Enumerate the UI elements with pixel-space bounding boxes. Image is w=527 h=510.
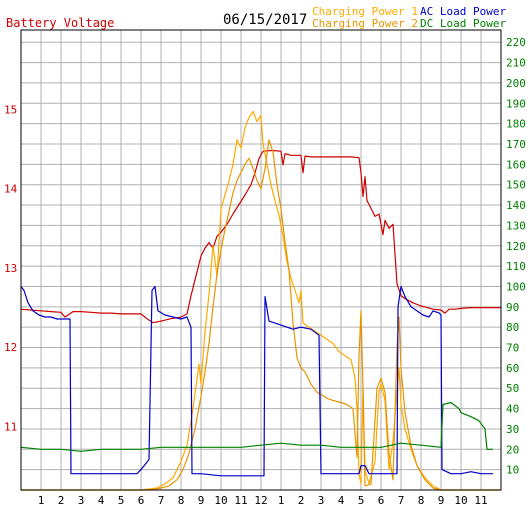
x-tick-label: 11 bbox=[474, 494, 487, 507]
right-tick-label: 140 bbox=[506, 199, 526, 212]
right-tick-label: 10 bbox=[506, 464, 519, 477]
right-tick-label: 160 bbox=[506, 158, 526, 171]
x-tick-label: 9 bbox=[198, 494, 205, 507]
left-tick-label: 12 bbox=[4, 341, 17, 354]
x-tick-label: 9 bbox=[438, 494, 445, 507]
x-tick-label: 4 bbox=[338, 494, 345, 507]
ac-load-power-line bbox=[20, 285, 493, 477]
x-tick-label: 3 bbox=[318, 494, 325, 507]
x-tick-label: 10 bbox=[214, 494, 227, 507]
x-tick-label: 2 bbox=[298, 494, 305, 507]
x-tick-label: 2 bbox=[58, 494, 65, 507]
right-tick-label: 90 bbox=[506, 301, 519, 314]
right-tick-label: 200 bbox=[506, 77, 526, 90]
x-axis-ticks: 1 2 3 4 5 6 7 8 9 10 11 12 1 2 3 4 5 6 7 8 9 10 11 bbox=[38, 494, 488, 507]
legend-charging-power-1: Charging Power 1 bbox=[312, 5, 418, 18]
right-tick-label: 130 bbox=[506, 219, 526, 232]
plot-frame bbox=[20, 29, 502, 491]
right-tick-label: 220 bbox=[506, 36, 526, 49]
left-tick-label: 13 bbox=[4, 262, 17, 275]
x-tick-label: 7 bbox=[398, 494, 405, 507]
legend-ac-load-power: AC Load Power bbox=[420, 5, 507, 18]
x-tick-label: 1 bbox=[278, 494, 285, 507]
x-tick-label: 4 bbox=[98, 494, 105, 507]
left-tick-label: 15 bbox=[4, 103, 17, 116]
left-axis-ticks: 11 12 13 14 15 bbox=[4, 103, 18, 433]
x-tick-label: 7 bbox=[158, 494, 165, 507]
right-tick-label: 80 bbox=[506, 321, 519, 334]
series-lines bbox=[20, 110, 501, 491]
left-tick-label: 14 bbox=[4, 183, 18, 196]
right-tick-label: 190 bbox=[506, 97, 526, 110]
right-tick-label: 110 bbox=[506, 260, 526, 273]
x-tick-label: 3 bbox=[78, 494, 85, 507]
right-tick-label: 100 bbox=[506, 280, 526, 293]
right-tick-label: 30 bbox=[506, 423, 519, 436]
x-tick-label: 11 bbox=[234, 494, 247, 507]
left-tick-label: 11 bbox=[4, 421, 17, 434]
x-tick-label: 6 bbox=[378, 494, 385, 507]
right-tick-label: 120 bbox=[506, 240, 526, 253]
x-tick-label: 10 bbox=[454, 494, 467, 507]
right-tick-label: 60 bbox=[506, 362, 519, 375]
right-tick-label: 50 bbox=[506, 382, 519, 395]
charging-power-2-line bbox=[21, 139, 501, 491]
x-tick-label: 8 bbox=[178, 494, 185, 507]
right-tick-label: 170 bbox=[506, 138, 526, 151]
legend-dc-load-power: DC Load Power bbox=[420, 17, 507, 30]
right-tick-label: 210 bbox=[506, 57, 526, 70]
charging-power-1-line bbox=[21, 110, 501, 491]
x-tick-label: 1 bbox=[38, 494, 45, 507]
right-tick-label: 180 bbox=[506, 118, 526, 131]
right-axis-ticks: 10 20 30 40 50 60 70 80 90 100 110 120 130 140 150 160 1… bbox=[506, 36, 526, 476]
legend-charging-power-2: Charging Power 2 bbox=[312, 17, 418, 30]
right-tick-label: 70 bbox=[506, 342, 519, 355]
battery-voltage-line bbox=[20, 150, 501, 324]
chart-date: 06/15/2017 bbox=[223, 12, 308, 28]
dc-load-power-line bbox=[20, 401, 493, 452]
x-tick-label: 12 bbox=[254, 494, 267, 507]
right-tick-label: 40 bbox=[506, 403, 519, 416]
grid bbox=[21, 30, 501, 490]
right-tick-label: 20 bbox=[506, 443, 519, 456]
x-tick-label: 5 bbox=[118, 494, 125, 507]
x-tick-label: 5 bbox=[358, 494, 365, 507]
left-axis-title: Battery Voltage bbox=[6, 16, 115, 30]
x-tick-label: 8 bbox=[418, 494, 425, 507]
x-tick-label: 6 bbox=[138, 494, 145, 507]
right-tick-label: 150 bbox=[506, 179, 526, 192]
